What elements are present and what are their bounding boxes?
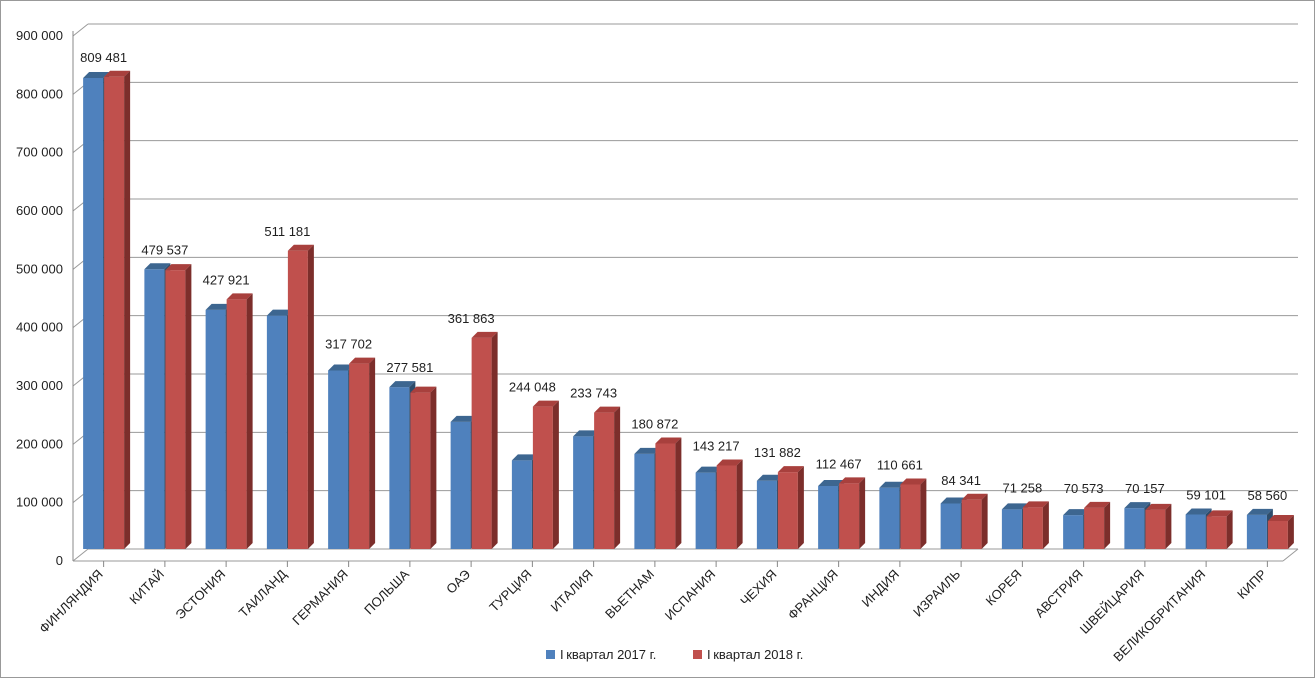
svg-text:143 217: 143 217 <box>693 438 740 453</box>
svg-text:100 000: 100 000 <box>16 495 63 510</box>
svg-text:361 863: 361 863 <box>448 311 495 326</box>
svg-text:0: 0 <box>56 553 63 568</box>
svg-text:233 743: 233 743 <box>570 386 617 401</box>
svg-text:500 000: 500 000 <box>16 261 63 276</box>
svg-text:58 560: 58 560 <box>1247 488 1287 503</box>
svg-text:300 000: 300 000 <box>16 378 63 393</box>
svg-text:70 157: 70 157 <box>1125 481 1165 496</box>
svg-text:244 048: 244 048 <box>509 380 556 395</box>
svg-text:317 702: 317 702 <box>325 337 372 352</box>
svg-text:479 537: 479 537 <box>141 242 188 257</box>
svg-text:200 000: 200 000 <box>16 436 63 451</box>
svg-text:700 000: 700 000 <box>16 145 63 160</box>
svg-text:809 481: 809 481 <box>80 50 127 65</box>
svg-text:131 882: 131 882 <box>754 445 801 460</box>
svg-text:70 573: 70 573 <box>1064 481 1104 496</box>
svg-text:I квартал 2018 г.: I квартал 2018 г. <box>707 647 803 662</box>
svg-text:600 000: 600 000 <box>16 203 63 218</box>
svg-text:110 661: 110 661 <box>877 457 923 472</box>
svg-text:400 000: 400 000 <box>16 320 63 335</box>
svg-text:59 101: 59 101 <box>1186 488 1226 503</box>
svg-text:427 921: 427 921 <box>203 272 250 287</box>
svg-text:71 258: 71 258 <box>1002 480 1042 495</box>
svg-text:511 181: 511 181 <box>264 224 310 239</box>
svg-text:112 467: 112 467 <box>816 456 862 471</box>
svg-text:800 000: 800 000 <box>16 86 63 101</box>
svg-text:277 581: 277 581 <box>386 360 433 375</box>
svg-text:84 341: 84 341 <box>941 473 981 488</box>
svg-text:180 872: 180 872 <box>631 416 678 431</box>
svg-text:I квартал 2017 г.: I квартал 2017 г. <box>560 647 656 662</box>
svg-text:900 000: 900 000 <box>16 28 63 43</box>
